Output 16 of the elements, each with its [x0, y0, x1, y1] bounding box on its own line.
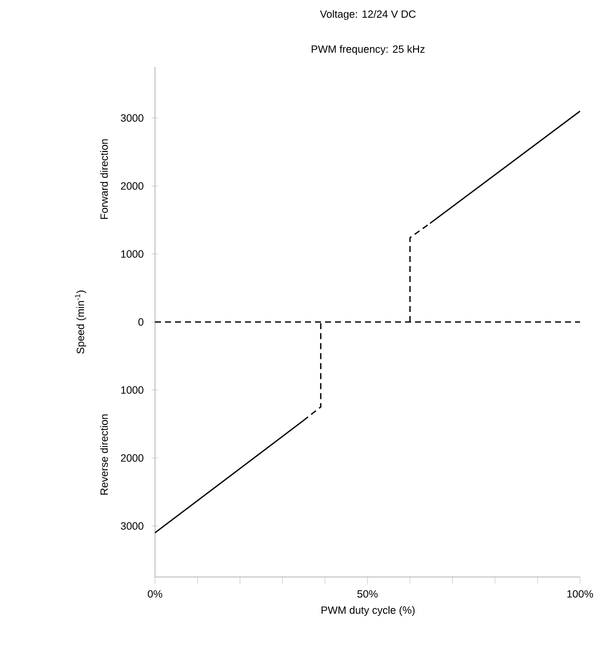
- x-tick-label: 50%: [357, 590, 378, 598]
- y-tick-label: 0: [138, 318, 144, 326]
- y-tick-label: 2000: [120, 454, 144, 462]
- text: Reverse direction: [100, 414, 108, 495]
- y-tick-label: 2000: [120, 182, 144, 190]
- chart-subtitle: PWM frequency: 25 kHz: [312, 45, 425, 55]
- x-tick-label: 100%: [567, 590, 594, 598]
- x-tick-label: 0%: [148, 590, 162, 598]
- chart-title: Voltage: 12/24 V DC: [320, 10, 416, 20]
- y-tick-label: 1000: [121, 250, 144, 258]
- y-tick-label: 3000: [120, 114, 144, 122]
- y-axis-title: Speed (min$^{-1}$): [75, 290, 86, 354]
- y-tick-label: 3000: [120, 522, 144, 530]
- text: Forward direction: [100, 139, 108, 219]
- y-tick-label: 1000: [121, 386, 144, 394]
- x-axis-title: PWM duty cycle (%): [322, 606, 415, 616]
